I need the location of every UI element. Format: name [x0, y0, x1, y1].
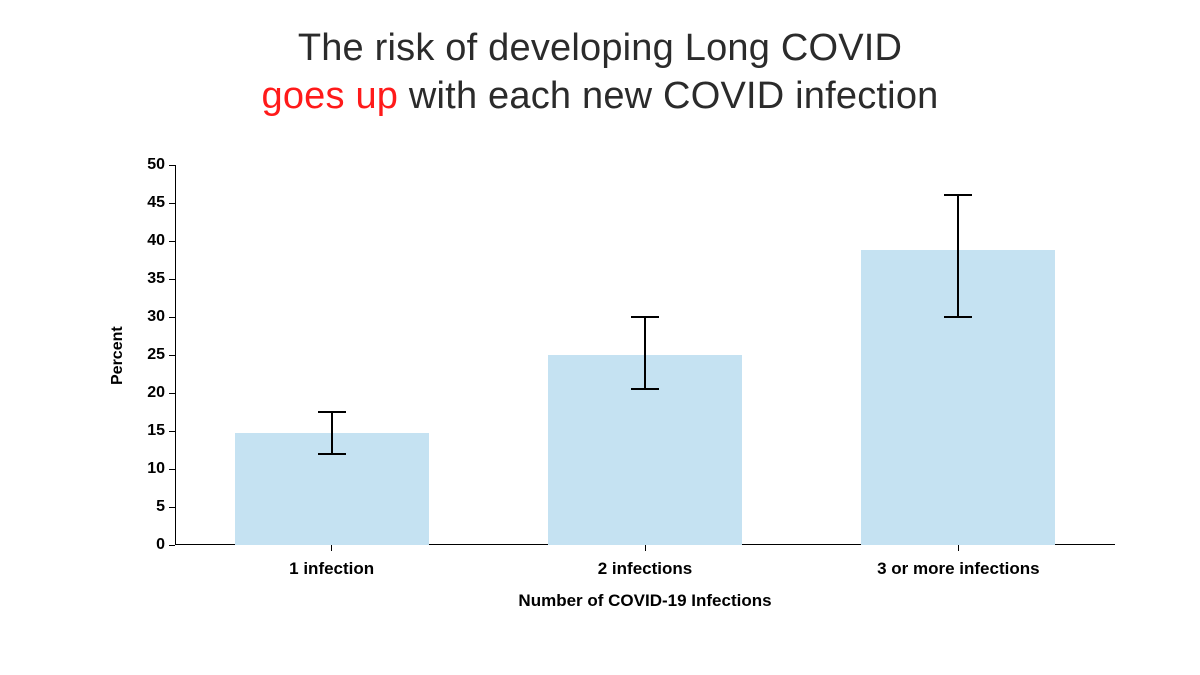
y-tick-label: 45: [125, 194, 165, 212]
y-tick-label: 10: [125, 460, 165, 478]
y-tick-label: 35: [125, 270, 165, 288]
y-tick-label: 5: [125, 498, 165, 516]
error-bar-cap-bottom: [944, 316, 972, 318]
y-tick-label: 20: [125, 384, 165, 402]
y-tick-label: 15: [125, 422, 165, 440]
error-bar-stem: [957, 195, 959, 317]
y-axis-line: [175, 165, 176, 545]
x-axis-label: Number of COVID-19 Infections: [175, 591, 1115, 611]
y-tick-mark: [169, 279, 175, 280]
y-tick-mark: [169, 545, 175, 546]
error-bar-cap-top: [318, 411, 346, 413]
x-tick-label: 2 infections: [488, 559, 801, 579]
y-tick-mark: [169, 203, 175, 204]
y-tick-mark: [169, 393, 175, 394]
error-bar-cap-top: [631, 316, 659, 318]
y-tick-label: 0: [125, 536, 165, 554]
plot-area: 051015202530354045501 infection2 infecti…: [175, 165, 1115, 545]
error-bar-cap-bottom: [318, 453, 346, 455]
y-tick-mark: [169, 469, 175, 470]
error-bar-cap-top: [944, 194, 972, 196]
x-tick-mark: [645, 545, 646, 551]
y-tick-mark: [169, 165, 175, 166]
y-tick-label: 30: [125, 308, 165, 326]
error-bar-stem: [644, 317, 646, 389]
x-tick-mark: [331, 545, 332, 551]
error-bar-stem: [331, 412, 333, 454]
bar-chart: 0 5 10 15 20 25 30 35 40 45 50 1 infection2 infecti…: [0, 0, 1200, 675]
y-axis-label: Percent: [109, 326, 127, 385]
x-tick-mark: [958, 545, 959, 551]
y-tick-mark: [169, 507, 175, 508]
page: The risk of developing Long COVID goes u…: [0, 0, 1200, 675]
y-tick-label: 50: [125, 156, 165, 174]
x-tick-label: 1 infection: [175, 559, 488, 579]
y-tick-mark: [169, 431, 175, 432]
error-bar-cap-bottom: [631, 388, 659, 390]
y-tick-mark: [169, 317, 175, 318]
y-tick-label: 25: [125, 346, 165, 364]
y-tick-mark: [169, 241, 175, 242]
y-tick-label: 40: [125, 232, 165, 250]
x-tick-label: 3 or more infections: [802, 559, 1115, 579]
y-tick-mark: [169, 355, 175, 356]
